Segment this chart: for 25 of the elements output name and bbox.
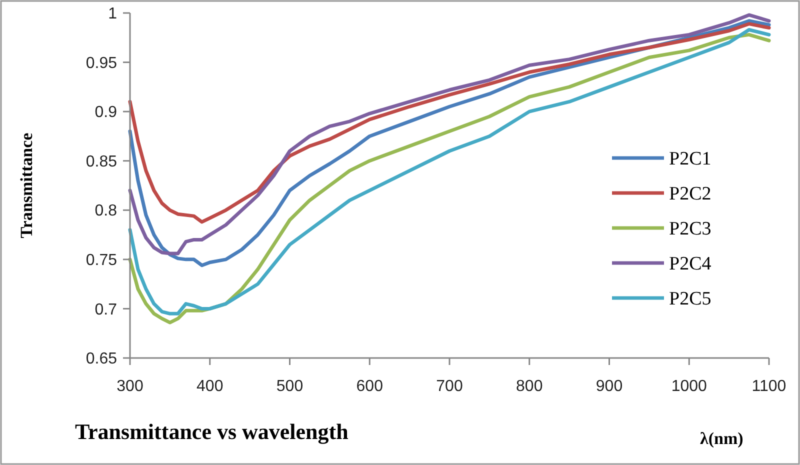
text: Transmittance vs wavelength <box>75 419 348 444</box>
x-tick-label: 500 <box>276 378 304 395</box>
x-tick-label: 900 <box>596 378 623 395</box>
y-tick-label: 1 <box>108 6 118 23</box>
x-tick-label: 800 <box>516 378 543 395</box>
legend-label: P2C5 <box>669 288 712 310</box>
y-tick-label: 0.75 <box>86 252 118 270</box>
y-tick-label: 0.9 <box>94 104 118 122</box>
legend-label: P2C4 <box>669 254 712 275</box>
y-axis-title: Transmittance <box>17 132 36 238</box>
y-tick-label: 0.95 <box>86 54 118 72</box>
y-tick-label: 0.65 <box>86 350 118 368</box>
legend-label: P2C2 <box>669 184 712 205</box>
x-tick-label: 600 <box>356 378 384 395</box>
x-tick-label: 1000 <box>671 378 708 395</box>
legend-label: P2C1 <box>669 148 712 170</box>
legend-label: P2C3 <box>669 218 712 240</box>
x-axis-title: λ(nm) <box>700 429 744 448</box>
y-tick-label: 0.85 <box>86 153 118 170</box>
x-tick-label: 300 <box>116 378 144 395</box>
x-tick-label: 1100 <box>752 378 786 395</box>
y-tick-label: 0.8 <box>94 202 118 220</box>
x-tick-label: 400 <box>196 378 224 395</box>
x-tick-label: 700 <box>436 378 463 395</box>
y-tick-label: 0.7 <box>94 301 118 318</box>
